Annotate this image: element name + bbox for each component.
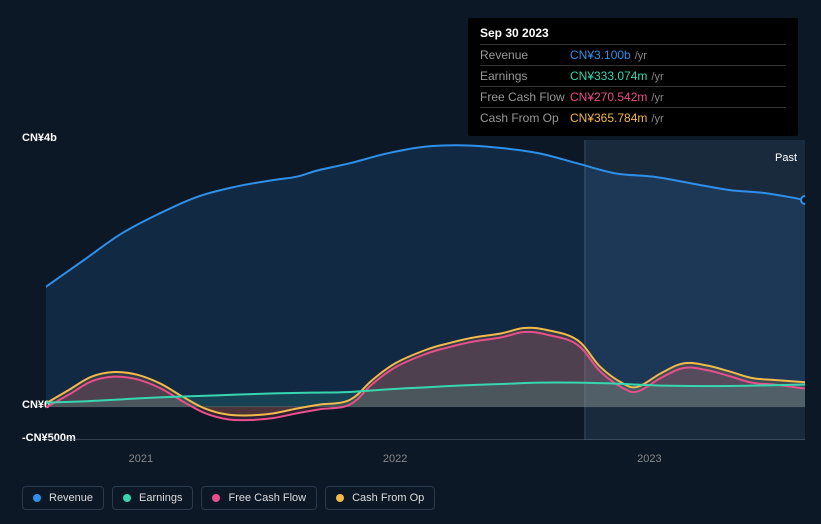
tooltip-row-label: Revenue [480, 48, 570, 62]
tooltip-row-suffix: /yr [651, 113, 663, 125]
x-axis-tick-label: 2021 [129, 453, 153, 465]
legend-label: Revenue [49, 492, 93, 504]
tooltip-date: Sep 30 2023 [480, 26, 786, 44]
tooltip-row-suffix: /yr [635, 50, 647, 62]
tooltip-row-value: CN¥3.100b [570, 48, 631, 62]
x-axis-tick-label: 2022 [383, 453, 407, 465]
tooltip-row-value: CN¥333.074m [570, 69, 647, 83]
chart-area: CN¥4bCN¥0-CN¥500m 202120222023 Past [16, 125, 805, 450]
legend-swatch-icon [212, 494, 220, 502]
past-label: Past [775, 152, 797, 164]
tooltip-row: EarningsCN¥333.074m/yr [480, 65, 786, 86]
tooltip-row-label: Free Cash Flow [480, 90, 570, 104]
legend-item[interactable]: Earnings [112, 486, 193, 510]
tooltip-row: RevenueCN¥3.100b/yr [480, 44, 786, 65]
legend-item[interactable]: Free Cash Flow [201, 486, 317, 510]
legend-swatch-icon [123, 494, 131, 502]
tooltip-row: Free Cash FlowCN¥270.542m/yr [480, 86, 786, 107]
legend-label: Earnings [139, 492, 182, 504]
legend-swatch-icon [33, 494, 41, 502]
tooltip-row-label: Earnings [480, 69, 570, 83]
tooltip-row-value: CN¥365.784m [570, 111, 647, 125]
tooltip-panel: Sep 30 2023 RevenueCN¥3.100b/yrEarningsC… [468, 18, 798, 136]
chart-plot [46, 140, 805, 440]
legend-item[interactable]: Revenue [22, 486, 104, 510]
legend-item[interactable]: Cash From Op [325, 486, 435, 510]
series-end-marker [801, 196, 805, 204]
tooltip-row-label: Cash From Op [480, 111, 570, 125]
tooltip-row-value: CN¥270.542m [570, 90, 647, 104]
legend-label: Free Cash Flow [228, 492, 306, 504]
tooltip-row-suffix: /yr [651, 71, 663, 83]
legend-label: Cash From Op [352, 492, 424, 504]
x-axis-tick-label: 2023 [637, 453, 661, 465]
legend: Revenue Earnings Free Cash Flow Cash From O… [22, 486, 435, 510]
legend-swatch-icon [336, 494, 344, 502]
tooltip-row-suffix: /yr [651, 92, 663, 104]
